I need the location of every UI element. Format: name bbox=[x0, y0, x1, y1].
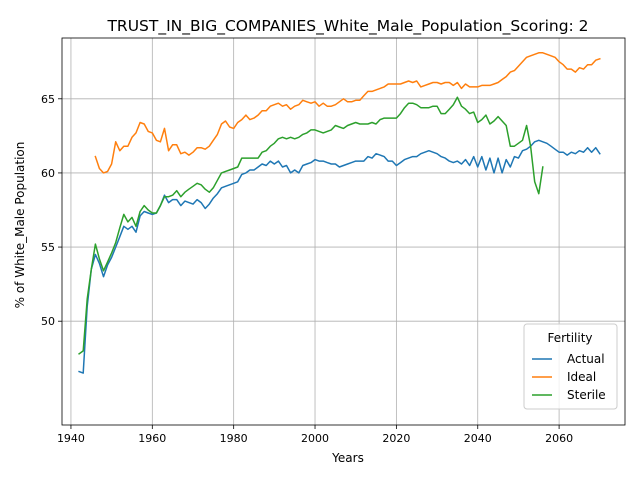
series-line-sterile bbox=[78, 96, 544, 355]
legend-box bbox=[523, 323, 618, 410]
legend-label-sterile: Sterile bbox=[567, 388, 606, 402]
x-tick-label: 2000 bbox=[301, 432, 329, 445]
y-tick-label: 65 bbox=[41, 93, 55, 106]
y-tick-label: 55 bbox=[41, 241, 55, 254]
y-axis-label: % of White_Male Population bbox=[13, 142, 27, 309]
x-tick-label: 1940 bbox=[57, 432, 85, 445]
y-tick-label: 60 bbox=[41, 167, 55, 180]
plot-frame bbox=[61, 37, 626, 426]
legend-title: Fertility bbox=[547, 331, 592, 345]
x-tick-label: 2040 bbox=[464, 432, 492, 445]
x-tick-label: 2020 bbox=[382, 432, 410, 445]
y-tick-label: 50 bbox=[41, 315, 55, 328]
x-tick-label: 1980 bbox=[220, 432, 248, 445]
y-axis-ticks: 50 55 60 65 bbox=[41, 93, 62, 328]
legend-label-actual: Actual bbox=[567, 352, 605, 366]
series-line-ideal bbox=[94, 52, 601, 174]
legend: Fertility Actual Ideal Sterile bbox=[523, 323, 618, 410]
series-lines bbox=[78, 52, 601, 374]
x-axis-label: Years bbox=[331, 451, 364, 465]
x-axis-ticks: 1940 1960 1980 2000 2020 2040 2060 bbox=[57, 425, 573, 445]
x-tick-label: 2060 bbox=[545, 432, 573, 445]
legend-label-ideal: Ideal bbox=[567, 370, 596, 384]
series-line-actual bbox=[78, 139, 601, 374]
chart-title: TRUST_IN_BIG_COMPANIES_White_Male_Popula… bbox=[106, 17, 588, 36]
x-tick-label: 1960 bbox=[138, 432, 166, 445]
